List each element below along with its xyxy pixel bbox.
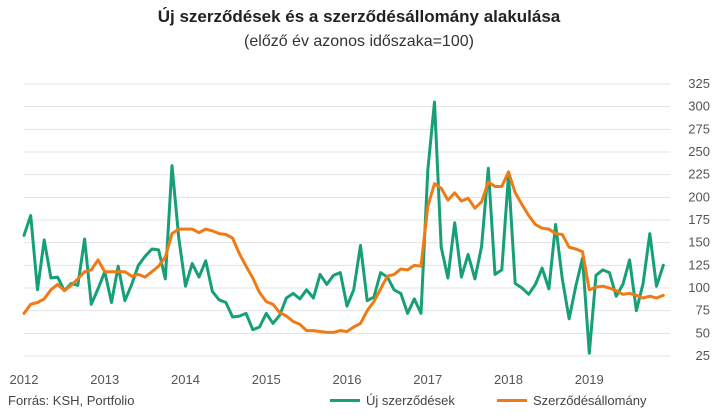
y-tick-label: 300 bbox=[688, 99, 710, 114]
legend-label-new-contracts: Új szerződések bbox=[366, 393, 455, 408]
series-line-new-contracts bbox=[22, 100, 665, 355]
gridlines bbox=[24, 83, 670, 357]
legend-swatch-portfolio bbox=[497, 399, 527, 402]
y-tick-label: 200 bbox=[688, 189, 710, 204]
y-tick-label: 225 bbox=[688, 167, 710, 182]
legend-item-new-contracts: Új szerződések bbox=[330, 393, 455, 408]
legend-item-portfolio: Szerződésállomány bbox=[497, 393, 646, 408]
y-tick-label: 100 bbox=[688, 280, 710, 295]
x-tick-label: 2016 bbox=[333, 372, 362, 387]
x-tick-label: 2014 bbox=[171, 372, 200, 387]
x-tick-label: 2015 bbox=[252, 372, 281, 387]
y-axis-ticks: 25 50 75 100 125 150 175 200 225 250 275 300 325 bbox=[688, 76, 710, 363]
y-tick-label: 75 bbox=[696, 303, 710, 318]
source-note: Forrás: KSH, Portfolio bbox=[8, 393, 135, 408]
y-tick-label: 25 bbox=[696, 348, 710, 363]
y-tick-label: 250 bbox=[688, 144, 710, 159]
legend-swatch-new-contracts bbox=[330, 399, 360, 402]
x-tick-label: 2017 bbox=[413, 372, 442, 387]
series-lines bbox=[22, 100, 665, 355]
x-axis-ticks: 2012 2013 2014 2015 2016 2017 2018 2019 bbox=[10, 372, 604, 387]
series-line-portfolio bbox=[22, 170, 665, 334]
chart-subtitle: (előző év azonos időszaka=100) bbox=[244, 33, 474, 50]
y-tick-label: 50 bbox=[696, 325, 710, 340]
y-tick-label: 150 bbox=[688, 235, 710, 250]
x-tick-label: 2019 bbox=[575, 372, 604, 387]
legend-label-portfolio: Szerződésállomány bbox=[533, 393, 647, 408]
x-tick-label: 2012 bbox=[10, 372, 39, 387]
y-tick-label: 325 bbox=[688, 76, 710, 91]
chart-title: Új szerződések és a szerződésállomány al… bbox=[157, 7, 561, 26]
x-tick-label: 2013 bbox=[90, 372, 119, 387]
line-chart: 25 50 75 100 125 150 175 200 225 250 275 300 325 201… bbox=[10, 76, 710, 387]
y-tick-label: 275 bbox=[688, 121, 710, 136]
y-tick-label: 125 bbox=[688, 257, 710, 272]
x-tick-label: 2018 bbox=[494, 372, 523, 387]
y-tick-label: 175 bbox=[688, 212, 710, 227]
